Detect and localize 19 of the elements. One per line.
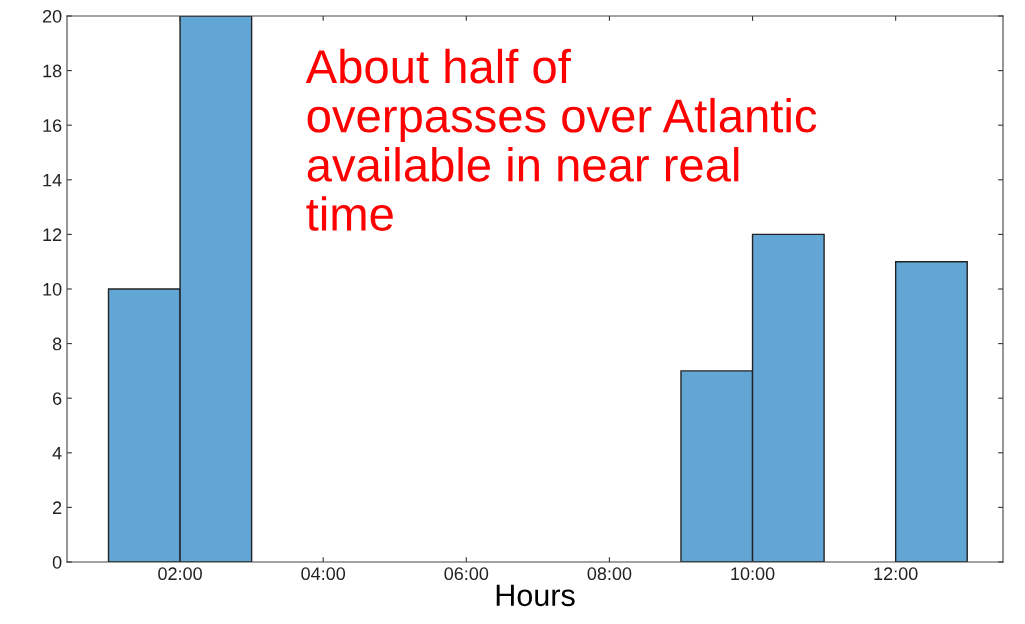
- y-tick-label: 16: [43, 119, 62, 132]
- y-tick-label: 20: [42, 9, 62, 23]
- y-tick-label: 4: [52, 446, 62, 460]
- y-tick-label: 10: [43, 282, 62, 296]
- y-tick-label: 0: [52, 555, 62, 569]
- y-tick-label: 2: [53, 501, 62, 514]
- x-tick-label: 04:00: [301, 567, 346, 581]
- x-tick-label: 10:00: [731, 567, 775, 581]
- x-tick-label: 06:00: [444, 567, 489, 581]
- x-tick-label: 12:00: [874, 567, 918, 581]
- x-tick-label: 02:00: [158, 567, 202, 581]
- y-tick-label: 12: [43, 228, 62, 241]
- y-tick-label: 8: [52, 337, 62, 351]
- y-tick-label: 14: [43, 173, 62, 187]
- y-tick-label: 6: [53, 392, 62, 405]
- annotation: About half of overpasses over Atlantic available in near real time: [305, 48, 817, 231]
- x-tick-label: 08:00: [587, 567, 632, 581]
- x-axis-title: Hours: [496, 584, 575, 607]
- y-tick-label: 18: [43, 64, 62, 78]
